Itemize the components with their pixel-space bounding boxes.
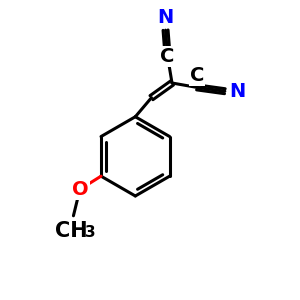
Text: C: C <box>160 47 175 66</box>
Text: N: N <box>158 8 174 27</box>
Text: O: O <box>72 180 88 199</box>
Text: N: N <box>229 82 245 101</box>
Text: C: C <box>190 66 204 85</box>
Text: CH: CH <box>55 221 87 241</box>
Text: 3: 3 <box>85 225 95 240</box>
